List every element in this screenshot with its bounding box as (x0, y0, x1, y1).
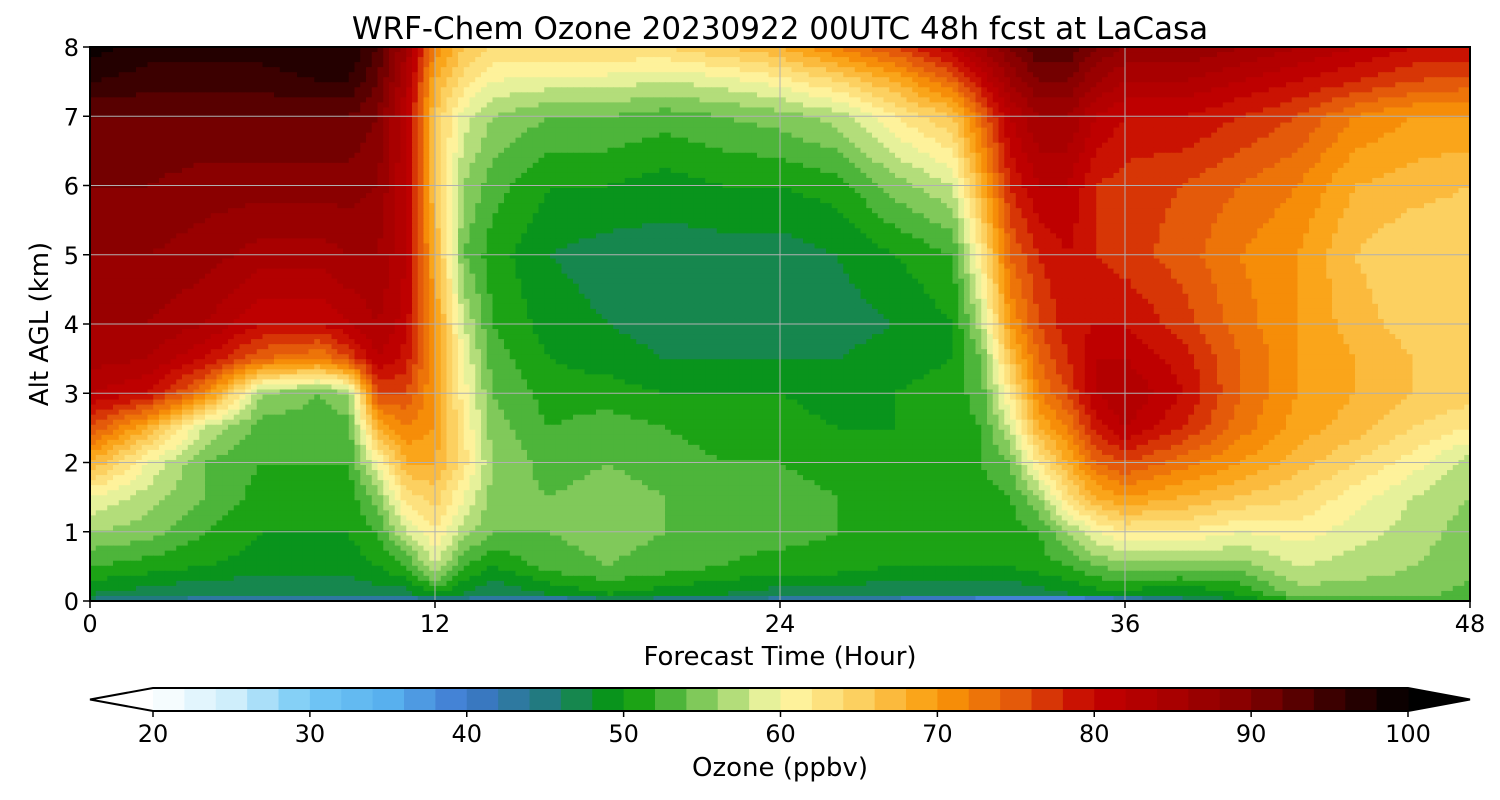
colorbar-segment (1063, 688, 1095, 711)
x-axis-ticks: 0 12 24 36 48 (82, 601, 1485, 638)
colorbar-segment (1094, 688, 1126, 711)
colorbar-segment (1314, 688, 1346, 711)
colorbar-segment (1377, 688, 1409, 711)
x-axis-label: Forecast Time (Hour) (643, 642, 916, 672)
colorbar-tick-label: 60 (765, 720, 796, 748)
colorbar-tick-label: 50 (608, 720, 639, 748)
colorbar-segment (592, 688, 624, 711)
y-tick-label: 1 (64, 519, 79, 547)
y-tick-label: 6 (64, 173, 79, 201)
x-tick-label: 24 (765, 610, 796, 638)
y-tick-label: 2 (64, 450, 79, 478)
colorbar-segment (530, 688, 562, 711)
colorbar-label: Ozone (ppbv) (692, 753, 868, 783)
x-tick-label: 0 (82, 610, 97, 638)
y-tick-label: 7 (64, 103, 79, 131)
y-tick-label: 0 (64, 588, 79, 616)
colorbar-segment (843, 688, 875, 711)
colorbar-tick-label: 90 (1236, 720, 1267, 748)
colorbar-tick-label: 70 (922, 720, 953, 748)
colorbar-segment (781, 688, 813, 711)
colorbar-segment (341, 688, 373, 711)
colorbar-segment (1251, 688, 1283, 711)
colorbar-min-extend (90, 688, 153, 711)
y-tick-label: 5 (64, 242, 79, 270)
colorbar-tick-label: 20 (138, 720, 169, 748)
x-tick-label: 48 (1455, 610, 1486, 638)
colorbar-tick-label: 30 (295, 720, 326, 748)
colorbar (90, 688, 1470, 711)
y-tick-label: 8 (64, 34, 79, 62)
colorbar-segment (310, 688, 342, 711)
y-axis-ticks: 0 1 2 3 4 5 6 7 8 (64, 34, 90, 616)
colorbar-segment (1032, 688, 1064, 711)
colorbar-segment (1283, 688, 1315, 711)
colorbar-segment (216, 688, 248, 711)
ozone-contour-chart: WRF-Chem Ozone 20230922 00UTC 48h fcst a… (0, 0, 1500, 800)
colorbar-max-extend (1408, 688, 1470, 711)
colorbar-segment (1157, 688, 1189, 711)
colorbar-segment (812, 688, 844, 711)
colorbar-segment (1188, 688, 1220, 711)
colorbar-ticks: 20 30 40 50 60 70 80 90 100 (138, 711, 1431, 748)
colorbar-segment (655, 688, 687, 711)
colorbar-segment (749, 688, 781, 711)
colorbar-segment (875, 688, 907, 711)
x-tick-label: 12 (420, 610, 451, 638)
colorbar-segment (1220, 688, 1252, 711)
x-tick-label: 36 (1110, 610, 1141, 638)
y-tick-label: 4 (64, 311, 79, 339)
colorbar-segment (718, 688, 750, 711)
y-axis-label: Alt AGL (km) (25, 242, 55, 406)
colorbar-segment (1345, 688, 1377, 711)
colorbar-segment (435, 688, 467, 711)
colorbar-tick-label: 40 (451, 720, 482, 748)
colorbar-segment (184, 688, 216, 711)
colorbar-segment (906, 688, 938, 711)
colorbar-segment (153, 688, 185, 711)
colorbar-segment (467, 688, 499, 711)
colorbar-tick-label: 100 (1385, 720, 1431, 748)
colorbar-segment (498, 688, 530, 711)
colorbar-segment (937, 688, 969, 711)
colorbar-segment (561, 688, 593, 711)
colorbar-segment (373, 688, 405, 711)
colorbar-segment (686, 688, 718, 711)
y-tick-label: 3 (64, 380, 79, 408)
colorbar-segment (1126, 688, 1158, 711)
chart-title: WRF-Chem Ozone 20230922 00UTC 48h fcst a… (352, 11, 1208, 47)
colorbar-segment (404, 688, 436, 711)
colorbar-segment (624, 688, 656, 711)
colorbar-segment (247, 688, 279, 711)
colorbar-segment (1000, 688, 1032, 711)
colorbar-segment (279, 688, 311, 711)
colorbar-tick-label: 80 (1079, 720, 1110, 748)
colorbar-segment (969, 688, 1001, 711)
